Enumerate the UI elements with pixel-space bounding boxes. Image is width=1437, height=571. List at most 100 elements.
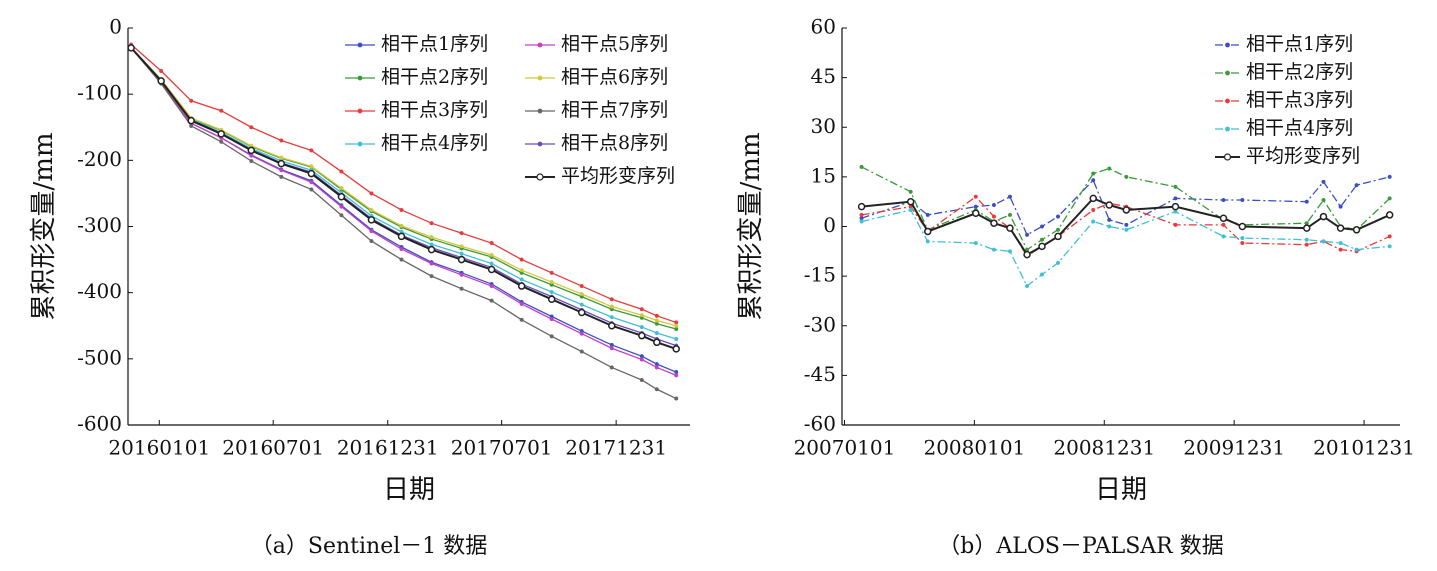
data-point xyxy=(1173,196,1178,201)
x-tick-label: 20081231 xyxy=(1053,436,1155,460)
data-point xyxy=(990,219,998,227)
series-line xyxy=(861,195,1390,258)
x-tick-label: 20091231 xyxy=(1183,436,1285,460)
x-axis-label: 日期 xyxy=(1095,475,1147,505)
series-line xyxy=(130,47,677,340)
data-point xyxy=(429,221,434,226)
data-point xyxy=(1039,224,1045,229)
data-point xyxy=(309,180,314,185)
data-point xyxy=(309,148,314,153)
x-axis-label: 日期 xyxy=(383,475,435,505)
data-point xyxy=(1387,174,1392,179)
data-point xyxy=(1173,184,1178,189)
data-point xyxy=(654,313,659,318)
data-point xyxy=(1321,239,1326,244)
data-point xyxy=(1336,224,1345,232)
data-point xyxy=(247,146,256,155)
series-line xyxy=(130,47,677,330)
data-point xyxy=(1091,178,1096,183)
data-point xyxy=(249,158,254,164)
data-point xyxy=(579,331,584,336)
data-point xyxy=(639,357,644,362)
data-point xyxy=(1054,232,1062,241)
data-point xyxy=(219,139,224,144)
y-tick-label: 0 xyxy=(823,213,836,237)
data-point xyxy=(672,345,680,353)
data-point xyxy=(1387,234,1392,239)
y-axis-label: 累积形变量/mm xyxy=(736,132,766,320)
data-point xyxy=(549,334,554,339)
data-point xyxy=(429,261,434,266)
data-point xyxy=(249,153,254,158)
data-point xyxy=(279,174,284,179)
data-point xyxy=(653,338,661,347)
series-line xyxy=(861,166,1391,251)
data-point xyxy=(127,44,135,52)
data-point xyxy=(519,257,524,262)
data-point xyxy=(1007,249,1013,254)
data-point xyxy=(908,207,913,213)
data-point xyxy=(1089,194,1097,203)
data-point xyxy=(427,245,436,254)
data-point xyxy=(159,68,164,74)
series-line xyxy=(130,47,677,350)
data-point xyxy=(579,349,584,354)
y-axis-label: 累积形变量/mm xyxy=(29,132,59,320)
series-line xyxy=(130,47,677,347)
data-point xyxy=(1338,204,1343,209)
data-point xyxy=(429,274,434,279)
data-point xyxy=(189,123,194,128)
data-point xyxy=(859,164,864,169)
data-point xyxy=(1221,222,1226,227)
data-point xyxy=(1354,183,1359,188)
data-point xyxy=(674,396,679,401)
series-line xyxy=(861,176,1390,236)
legend-label: 相干点3序列 xyxy=(381,99,488,121)
legend-label: 相干点6序列 xyxy=(561,66,668,88)
y-tick-label: -400 xyxy=(77,279,122,303)
data-point xyxy=(157,77,165,85)
data-point xyxy=(187,116,195,125)
data-point xyxy=(579,284,584,289)
data-point xyxy=(1352,226,1361,234)
data-point xyxy=(489,240,494,246)
data-point xyxy=(1321,197,1326,203)
data-point xyxy=(608,322,616,330)
legend-marker xyxy=(357,108,363,114)
x-tick-label: 20160701 xyxy=(222,436,324,460)
legend-label: 相干点4序列 xyxy=(381,132,488,154)
data-point xyxy=(609,304,614,309)
data-point xyxy=(397,232,406,241)
data-point xyxy=(908,189,913,194)
data-point xyxy=(859,212,864,217)
data-point xyxy=(638,331,646,340)
data-point xyxy=(1025,284,1030,289)
data-point xyxy=(429,235,434,240)
caption: （a）Sentinel－1 数据 xyxy=(251,534,487,559)
legend-marker xyxy=(537,108,543,114)
data-point xyxy=(1107,166,1112,171)
legend-marker xyxy=(537,75,543,81)
data-point xyxy=(1023,250,1031,259)
data-point xyxy=(906,197,915,206)
data-point xyxy=(1240,236,1245,241)
data-point xyxy=(639,313,644,318)
data-point xyxy=(519,277,524,282)
data-point xyxy=(1039,272,1045,277)
y-tick-label: -15 xyxy=(804,263,836,287)
data-point xyxy=(654,365,659,370)
data-point xyxy=(1107,217,1112,222)
data-point xyxy=(674,373,679,378)
data-point xyxy=(654,387,659,392)
x-tick-label: 20170701 xyxy=(451,436,553,460)
data-point xyxy=(579,302,584,307)
y-tick-label: 15 xyxy=(811,163,836,187)
data-point xyxy=(459,244,464,249)
data-point xyxy=(991,247,997,252)
legend-label: 相干点3序列 xyxy=(1246,89,1353,111)
y-tick-label: 30 xyxy=(811,114,836,138)
data-point xyxy=(1354,247,1359,252)
data-point xyxy=(857,202,866,211)
data-point xyxy=(859,219,864,224)
data-point xyxy=(654,318,659,323)
